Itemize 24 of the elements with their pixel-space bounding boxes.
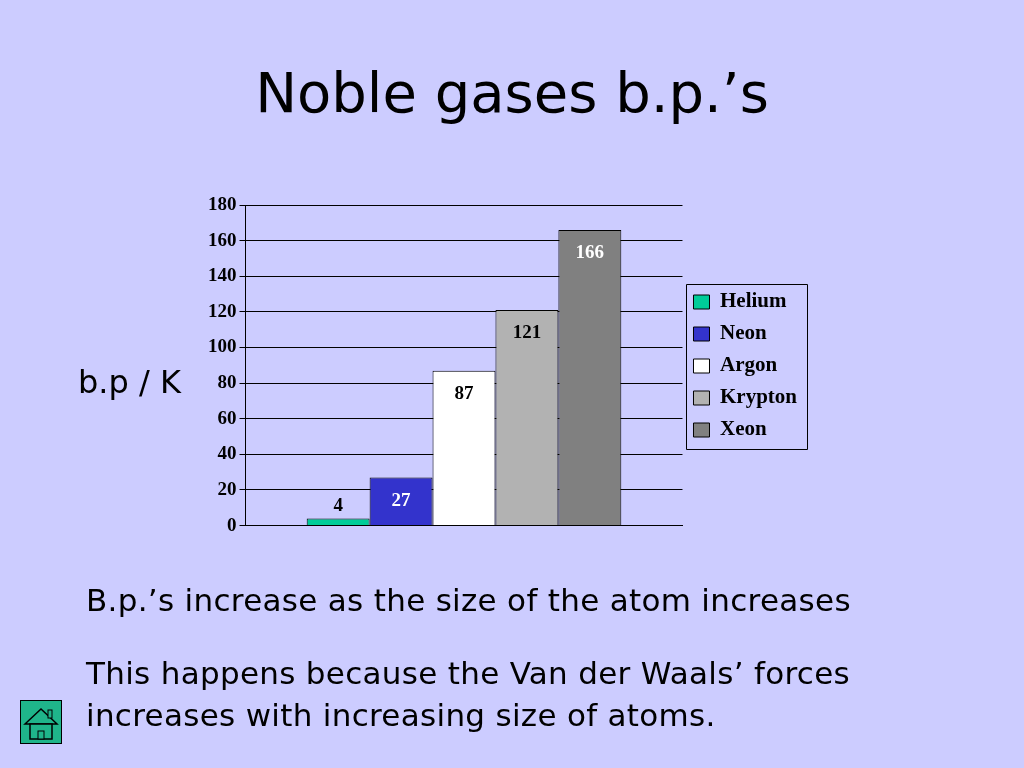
y-tick-label: 80: [217, 371, 237, 393]
legend-label: Neon: [719, 320, 767, 345]
legend-label: Xeon: [719, 416, 767, 441]
y-tick-label: 40: [217, 442, 237, 464]
data-label: 27: [391, 488, 412, 510]
y-tick-label: 120: [208, 299, 237, 321]
y-tick-label: 180: [208, 192, 237, 214]
legend-label: Argon: [719, 352, 778, 377]
y-tick-label: 0: [227, 513, 237, 535]
y-tick-label: 20: [217, 477, 237, 499]
legend-label: Helium: [719, 288, 787, 313]
data-label: 166: [575, 241, 605, 263]
y-tick-label: 100: [208, 335, 237, 357]
legend-label: Krypton: [719, 384, 798, 409]
y-axis-title: b.p / K: [78, 362, 181, 402]
data-label: 121: [512, 321, 542, 343]
text: This happens because the Van der Waals’ forces increases with increasing size of atoms.: [86, 654, 851, 735]
y-tick-label: 140: [208, 264, 237, 286]
data-label: 4: [333, 493, 344, 515]
data-label: 87: [454, 382, 474, 404]
text: B.p.’s increase as the size of the atom increases: [86, 581, 852, 620]
y-tick-label: 160: [208, 228, 237, 250]
chart-title: Noble gases b.p.’s: [254, 59, 770, 127]
y-tick-label: 60: [217, 406, 237, 428]
